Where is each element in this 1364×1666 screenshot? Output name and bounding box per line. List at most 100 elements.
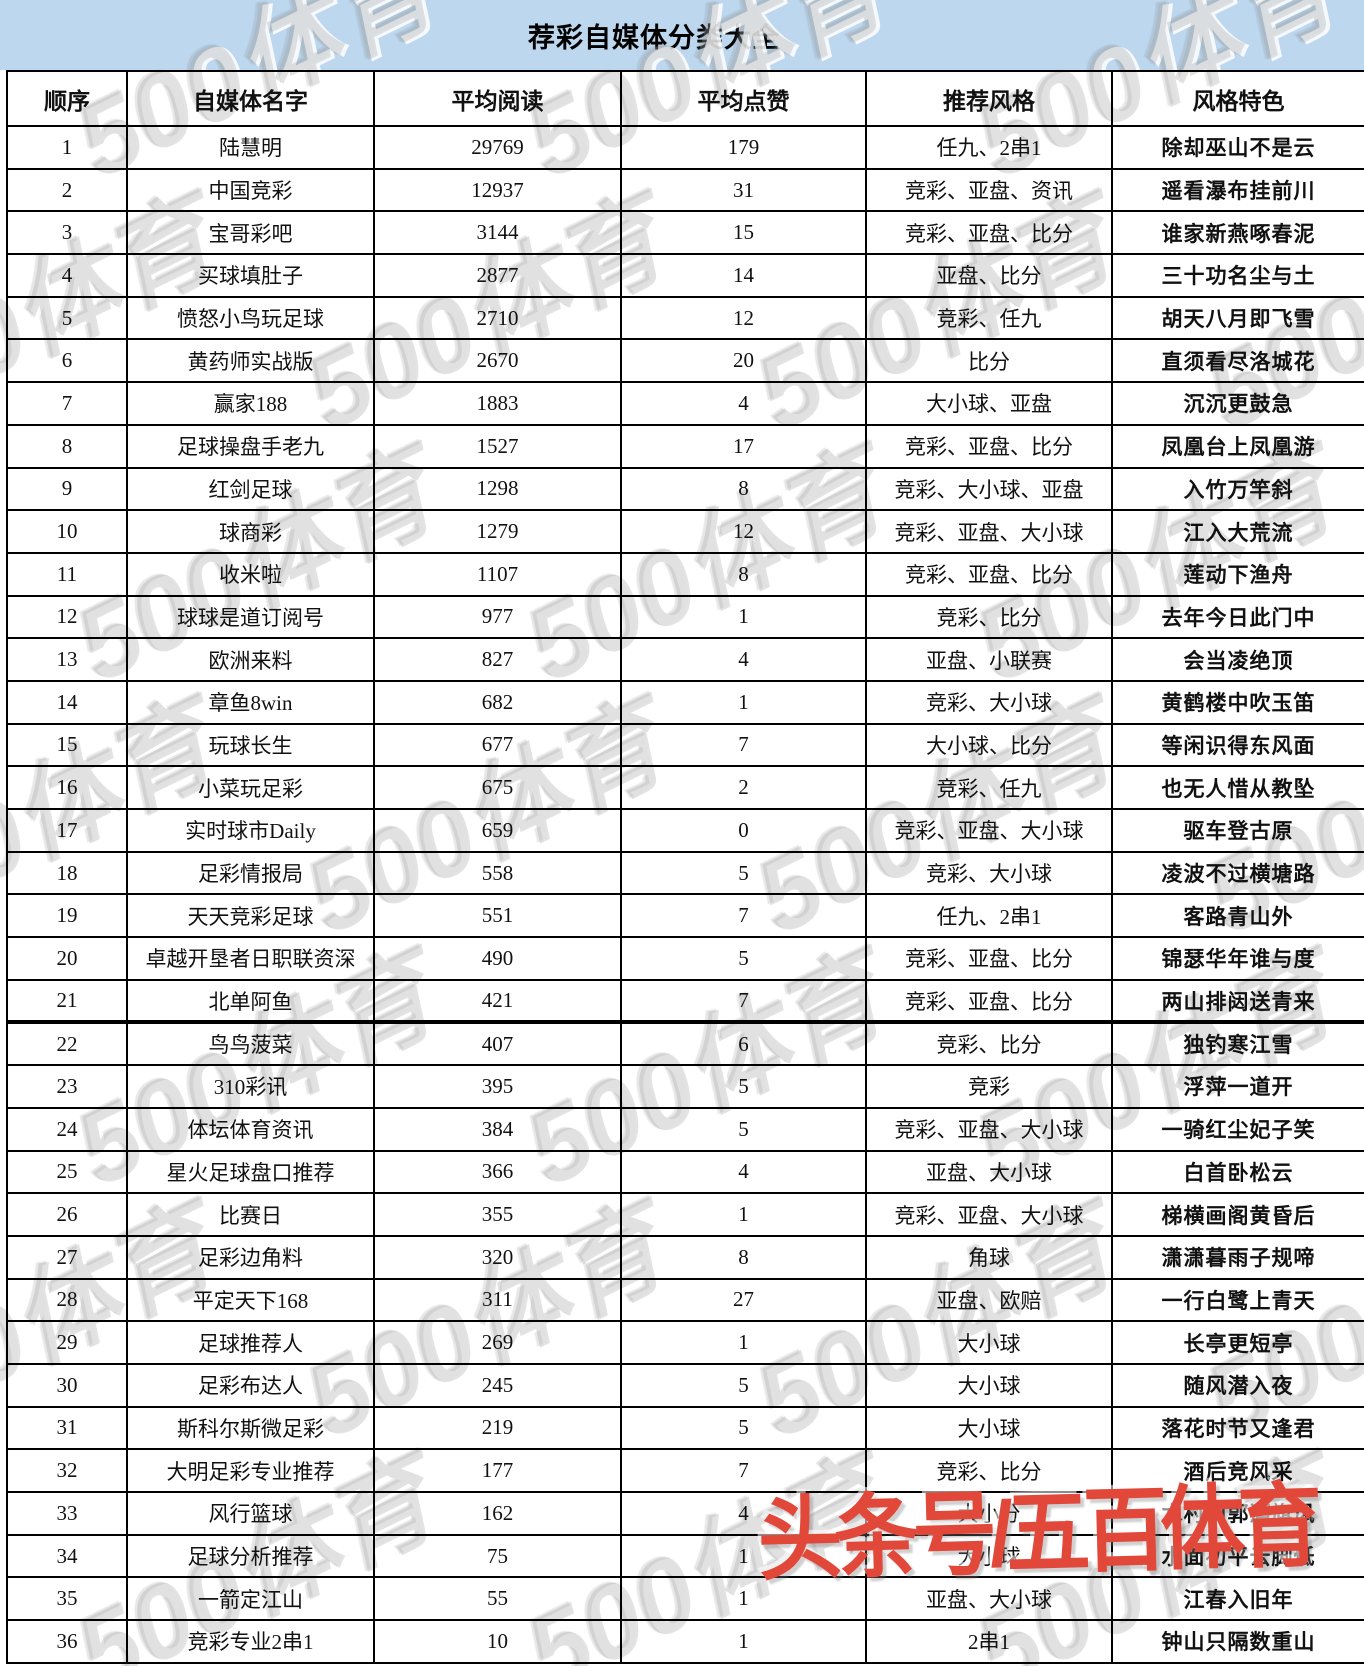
- cell-order: 28: [6, 1277, 128, 1323]
- cell-name: 红剑足球: [126, 466, 375, 512]
- cell-style: 竞彩、比分: [865, 1448, 1113, 1493]
- cell-feature: 随风潜入夜: [1111, 1362, 1364, 1408]
- cell-style: 角球: [865, 1234, 1113, 1280]
- cell-order: 34: [6, 1533, 128, 1579]
- table-row: 13 欧洲来料 827 4 亚盘、小联赛 会当凌绝顶: [6, 637, 1364, 682]
- cell-style: 竞彩、亚盘、比分: [865, 210, 1113, 256]
- cell-likes: 4: [620, 1149, 867, 1195]
- cell-likes: 5: [620, 1064, 867, 1109]
- table-row: 28 平定天下168 311 27 亚盘、欧赔 一行白鹭上青天: [6, 1277, 1364, 1323]
- cell-style: 亚盘、欧赔: [865, 1277, 1113, 1323]
- cell-name: 黄药师实战版: [126, 338, 375, 384]
- cell-name: 足球推荐人: [126, 1320, 375, 1365]
- cell-style: 竞彩、比分: [865, 594, 1113, 640]
- cell-style: 竞彩、亚盘、资讯: [865, 167, 1113, 213]
- table-row: 22 鸟鸟菠菜 407 6 竞彩、比分 独钓寒江雪: [6, 1020, 1364, 1067]
- cell-style: 亚盘、比分: [865, 253, 1113, 298]
- table-row: 17 实时球市Daily 659 0 竞彩、亚盘、大小球 驱车登古原: [6, 808, 1364, 853]
- cell-likes: 1: [620, 1192, 867, 1237]
- cell-feature: 遥看瀑布挂前川: [1111, 167, 1364, 213]
- cell-style: 大小球、比分: [865, 722, 1113, 768]
- cell-reads: 29769: [373, 125, 622, 170]
- cell-likes: 1: [620, 1320, 867, 1365]
- table-row: 34 足球分析推荐 75 1 大小球 水面初平云脚低: [6, 1533, 1364, 1579]
- table-row: 8 足球操盘手老九 1527 17 竞彩、亚盘、比分 凤凰台上凤凰游: [6, 423, 1364, 469]
- cell-feature: 锦瑟华年谁与度: [1111, 936, 1364, 981]
- cell-feature: 独钓寒江雪: [1111, 1020, 1364, 1067]
- cell-reads: 2877: [373, 253, 622, 298]
- cell-style: 大小球、亚盘: [865, 381, 1113, 426]
- cell-style: 亚盘、大小球: [865, 1149, 1113, 1195]
- cell-feature: 钟山只隔数重山: [1111, 1619, 1364, 1664]
- cell-style: 大小分: [865, 1491, 1113, 1536]
- cell-name: 欧洲来料: [126, 637, 375, 682]
- table-row: 20 卓越开垦者日职联资深 490 5 竞彩、亚盘、比分 锦瑟华年谁与度: [6, 936, 1364, 981]
- cell-reads: 55: [373, 1576, 622, 1622]
- cell-style: 比分: [865, 338, 1113, 384]
- cell-style: 大小球: [865, 1362, 1113, 1408]
- cell-reads: 75: [373, 1533, 622, 1579]
- cell-reads: 3144: [373, 210, 622, 256]
- cell-feature: 酒后竞风采: [1111, 1448, 1364, 1493]
- table-row: 14 章鱼8win 682 1 竞彩、大小球 黄鹤楼中吹玉笛: [6, 679, 1364, 725]
- cell-feature: 去年今日此门中: [1111, 594, 1364, 640]
- cell-reads: 675: [373, 765, 622, 810]
- cell-reads: 1883: [373, 381, 622, 426]
- cell-style: 竞彩、任九: [865, 295, 1113, 341]
- cell-feature: 直须看尽洛城花: [1111, 338, 1364, 384]
- cell-feature: 梯横画阁黄昏后: [1111, 1192, 1364, 1237]
- cell-feature: 一骑红尘妃子笑: [1111, 1106, 1364, 1152]
- col-header-order: 顺序: [6, 70, 128, 127]
- cell-likes: 12: [620, 295, 867, 341]
- cell-name: 卓越开垦者日职联资深: [126, 936, 375, 981]
- cell-order: 9: [6, 466, 128, 512]
- cell-order: 35: [6, 1576, 128, 1622]
- cell-likes: 2: [620, 765, 867, 810]
- cell-order: 29: [6, 1320, 128, 1365]
- cell-feature: 也无人惜从教坠: [1111, 765, 1364, 810]
- cell-likes: 31: [620, 167, 867, 213]
- cell-feature: 等闲识得东风面: [1111, 722, 1364, 768]
- cell-reads: 162: [373, 1491, 622, 1536]
- cell-name: 斯科尔斯微足彩: [126, 1405, 375, 1451]
- cell-feature: 凤凰台上凤凰游: [1111, 423, 1364, 469]
- cell-reads: 320: [373, 1234, 622, 1280]
- cell-order: 13: [6, 637, 128, 682]
- cell-name: 体坛体育资讯: [126, 1106, 375, 1152]
- cell-likes: 5: [620, 1362, 867, 1408]
- cell-feature: 江入大荒流: [1111, 509, 1364, 554]
- cell-likes: 1: [620, 1576, 867, 1622]
- cell-order: 7: [6, 381, 128, 426]
- cell-likes: 4: [620, 1491, 867, 1536]
- table-row: 10 球商彩 1279 12 竞彩、亚盘、大小球 江入大荒流: [6, 509, 1364, 554]
- cell-style: 任九、2串1: [865, 125, 1113, 170]
- cell-likes: 4: [620, 381, 867, 426]
- cell-feature: 一行白鹭上青天: [1111, 1277, 1364, 1323]
- cell-feature: 浮萍一道开: [1111, 1064, 1364, 1109]
- table-row: 31 斯科尔斯微足彩 219 5 大小球 落花时节又逢君: [6, 1405, 1364, 1451]
- cell-feature: 潇潇暮雨子规啼: [1111, 1234, 1364, 1280]
- cell-name: 球商彩: [126, 509, 375, 554]
- cell-reads: 1279: [373, 509, 622, 554]
- cell-style: 大小球: [865, 1533, 1113, 1579]
- cell-style: 竞彩、亚盘、大小球: [865, 509, 1113, 554]
- cell-feature: 两山排闼送青来: [1111, 978, 1364, 1024]
- cell-order: 19: [6, 893, 128, 939]
- cell-style: 竞彩、大小球: [865, 850, 1113, 896]
- cell-order: 18: [6, 850, 128, 896]
- table-row: 32 大明足彩专业推荐 177 7 竞彩、比分 酒后竞风采: [6, 1448, 1364, 1493]
- cell-feature: 长亭更短亭: [1111, 1320, 1364, 1365]
- table-row: 5 愤怒小鸟玩足球 2710 12 竞彩、任九 胡天八月即飞雪: [6, 295, 1364, 341]
- table-row: 26 比赛日 355 1 竞彩、亚盘、大小球 梯横画阁黄昏后: [6, 1192, 1364, 1237]
- table-header: 顺序 自媒体名字 平均阅读 平均点赞 推荐风格 风格特色: [6, 70, 1364, 127]
- cell-reads: 177: [373, 1448, 622, 1493]
- cell-likes: 20: [620, 338, 867, 384]
- table-row: 1 陆慧明 29769 179 任九、2串1 除却巫山不是云: [6, 125, 1364, 170]
- cell-style: 亚盘、大小球: [865, 1576, 1113, 1622]
- cell-order: 32: [6, 1448, 128, 1493]
- cell-likes: 1: [620, 594, 867, 640]
- cell-style: 竞彩、大小球: [865, 679, 1113, 725]
- cell-reads: 682: [373, 679, 622, 725]
- cell-order: 1: [6, 125, 128, 170]
